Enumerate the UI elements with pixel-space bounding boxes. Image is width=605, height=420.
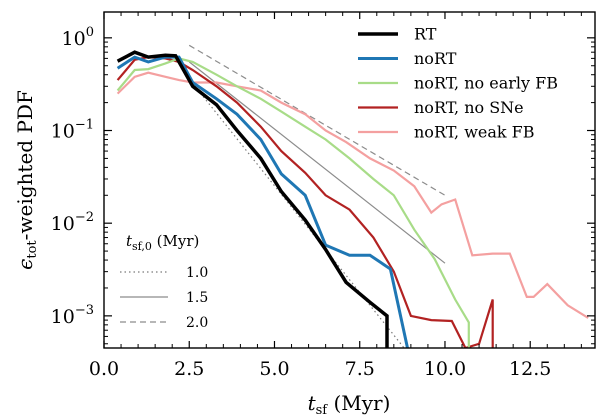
reference-legend: tsf,0 (Myr) 1.0 1.5 2.0 <box>120 232 208 331</box>
x-tick-label: 10.0 <box>424 358 466 380</box>
reference-legend-label: 1.5 <box>186 290 208 306</box>
y-tick-label: 10−1 <box>51 118 94 143</box>
x-tick-label: 5.0 <box>259 358 289 380</box>
legend-label: noRT, weak FB <box>414 123 535 142</box>
y-axis-label: ϵtot-weighted PDF <box>13 90 40 270</box>
x-tick-label: 7.5 <box>345 358 375 380</box>
series-lines <box>116 50 589 348</box>
x-axis: 0.0 2.5 5.0 7.5 10.0 12.5 <box>89 12 582 380</box>
reference-legend-title: tsf,0 (Myr) <box>126 232 199 253</box>
legend: RT noRT noRT, no early FB noRT, no SNe noRT,… <box>358 25 558 142</box>
series-line <box>116 50 389 348</box>
series-line <box>116 57 470 348</box>
legend-label: noRT, no SNe <box>414 98 524 117</box>
reference-legend-label: 1.0 <box>186 265 208 281</box>
legend-label: noRT, no early FB <box>414 74 558 93</box>
x-tick-label: 12.5 <box>509 358 551 380</box>
x-tick-label: 0.0 <box>89 358 119 380</box>
legend-label: RT <box>414 25 437 44</box>
series-line <box>116 55 409 348</box>
y-axis: 10−3 10−2 10−1 100 <box>51 25 595 345</box>
reference-legend-label: 2.0 <box>186 315 208 331</box>
reference-lines <box>188 44 446 348</box>
series-line <box>116 71 589 319</box>
y-tick-label: 100 <box>62 25 94 50</box>
reference-line-dotted <box>188 78 405 348</box>
x-axis-label: tsf (Myr) <box>308 391 391 418</box>
y-tick-label: 10−3 <box>51 303 94 328</box>
legend-label: noRT <box>414 49 457 68</box>
y-tick-label: 10−2 <box>51 210 94 235</box>
plot-frame <box>103 11 596 349</box>
reference-line-solid <box>188 61 446 264</box>
x-tick-label: 2.5 <box>174 358 204 380</box>
